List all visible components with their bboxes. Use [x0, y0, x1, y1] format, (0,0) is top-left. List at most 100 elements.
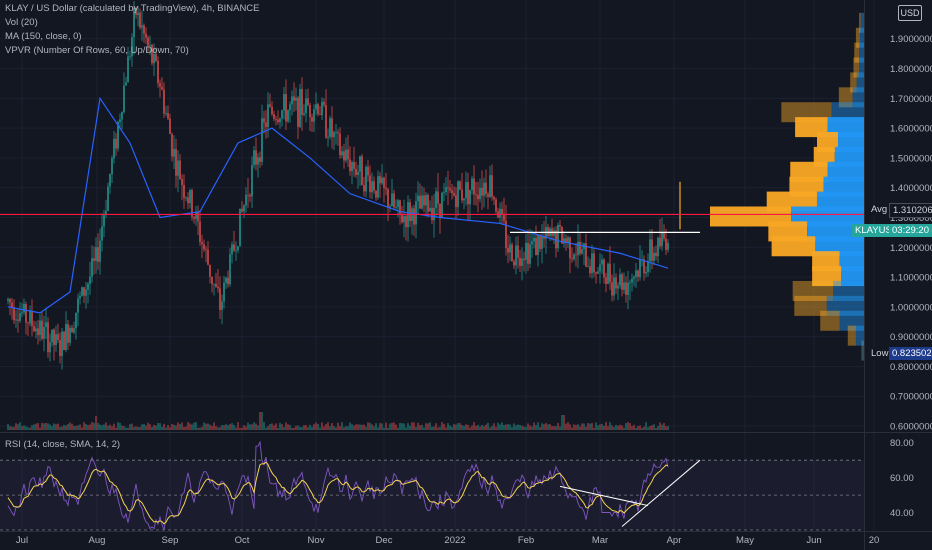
- ma-legend[interactable]: MA (150, close, 0): [5, 31, 82, 42]
- volume-bar: [619, 424, 621, 430]
- candle-body: [331, 118, 333, 138]
- candle-body: [245, 194, 247, 206]
- candle-body: [559, 225, 561, 227]
- candle-body: [375, 190, 377, 198]
- rsi-tick-label: 60.00: [890, 473, 914, 484]
- volume-bar: [285, 422, 287, 430]
- candle-body: [13, 307, 15, 321]
- candle-body: [193, 217, 195, 219]
- volume-bar: [137, 427, 139, 430]
- volume-bar: [187, 422, 189, 430]
- volume-bar: [227, 425, 229, 430]
- volume-bar: [641, 427, 643, 430]
- volume-bar: [85, 423, 87, 430]
- volume-bar: [513, 423, 515, 430]
- vpvr-up-bar: [859, 27, 864, 48]
- volume-bar: [105, 422, 107, 430]
- candle-body: [581, 249, 583, 254]
- vpvr-legend[interactable]: VPVR (Number Of Rows, 60, Up/Down, 70): [5, 45, 189, 56]
- candle-body: [525, 243, 527, 260]
- x-tick-label: Feb: [518, 535, 534, 546]
- currency-button[interactable]: USD: [898, 5, 922, 21]
- candle-body: [527, 243, 529, 264]
- volume-bar: [493, 423, 495, 430]
- candle-body: [83, 287, 85, 296]
- volume-bar: [275, 423, 277, 430]
- y-tick-label: 0.80000000: [890, 362, 932, 373]
- candle-body: [535, 237, 537, 256]
- volume-bar: [239, 427, 241, 430]
- candle-body: [329, 118, 331, 137]
- candle-body: [379, 176, 381, 184]
- volume-bar: [447, 423, 449, 430]
- candle-body: [507, 247, 509, 253]
- volume-bar: [521, 425, 523, 430]
- candle-body: [123, 85, 125, 113]
- volume-bar: [143, 423, 145, 430]
- candle-body: [77, 298, 79, 313]
- candle-body: [177, 160, 179, 176]
- candle-body: [543, 235, 545, 239]
- volume-bar: [25, 426, 27, 430]
- candle-body: [341, 151, 343, 156]
- candle-body: [347, 149, 349, 160]
- volume-bar: [453, 424, 455, 430]
- volume-bar: [601, 423, 603, 430]
- candle-body: [667, 243, 669, 250]
- x-tick-label: Oct: [235, 535, 250, 546]
- volume-bar: [19, 422, 21, 430]
- vpvr-up-bar: [855, 325, 864, 346]
- rsi-legend[interactable]: RSI (14, close, SMA, 14, 2): [5, 439, 121, 450]
- candle-body: [41, 320, 43, 339]
- avg-value-tag: 1.31020669: [889, 203, 932, 218]
- volume-bar: [587, 422, 589, 430]
- candle-body: [623, 282, 625, 290]
- volume-bar: [525, 426, 527, 430]
- candle-body: [105, 210, 107, 215]
- candle-body: [79, 295, 81, 299]
- volume-bar: [489, 427, 491, 430]
- candle-body: [23, 303, 25, 313]
- volume-bar: [17, 424, 19, 430]
- candle-body: [655, 252, 657, 257]
- volume-bar: [401, 423, 403, 430]
- candle-body: [463, 198, 465, 201]
- candle-body: [495, 199, 497, 212]
- volume-bar: [519, 425, 521, 430]
- candle-body: [233, 244, 235, 251]
- volume-bar: [581, 423, 583, 430]
- candle-body: [335, 132, 337, 133]
- volume-bar: [629, 423, 631, 430]
- candle-body: [519, 257, 521, 266]
- volume-bar: [229, 424, 231, 430]
- volume-bar: [129, 424, 131, 430]
- volume-bar: [369, 422, 371, 430]
- vpvr-down-bar: [850, 72, 857, 93]
- volume-bar: [299, 426, 301, 430]
- vpvr-up-bar: [841, 266, 864, 287]
- volume-bar: [55, 424, 57, 430]
- candle-body: [343, 151, 345, 161]
- candle-body: [409, 202, 411, 222]
- volume-bar: [625, 423, 627, 430]
- volume-bar: [605, 422, 607, 430]
- volume-bar: [575, 425, 577, 430]
- volume-bar: [325, 424, 327, 430]
- candle-body: [449, 188, 451, 191]
- volume-bar: [567, 422, 569, 430]
- candle-body: [453, 193, 455, 196]
- volume-bar: [323, 426, 325, 430]
- candle-body: [73, 328, 75, 333]
- volume-bar: [33, 424, 35, 430]
- vol-legend[interactable]: Vol (20): [5, 17, 38, 28]
- volume-bar: [217, 427, 219, 430]
- candle-body: [589, 266, 591, 274]
- candle-body: [149, 44, 151, 46]
- volume-bar: [639, 425, 641, 430]
- volume-bar: [265, 427, 267, 430]
- volume-bar: [307, 427, 309, 430]
- volume-bar: [7, 424, 9, 430]
- volume-bar: [649, 425, 651, 430]
- candle-body: [539, 234, 541, 249]
